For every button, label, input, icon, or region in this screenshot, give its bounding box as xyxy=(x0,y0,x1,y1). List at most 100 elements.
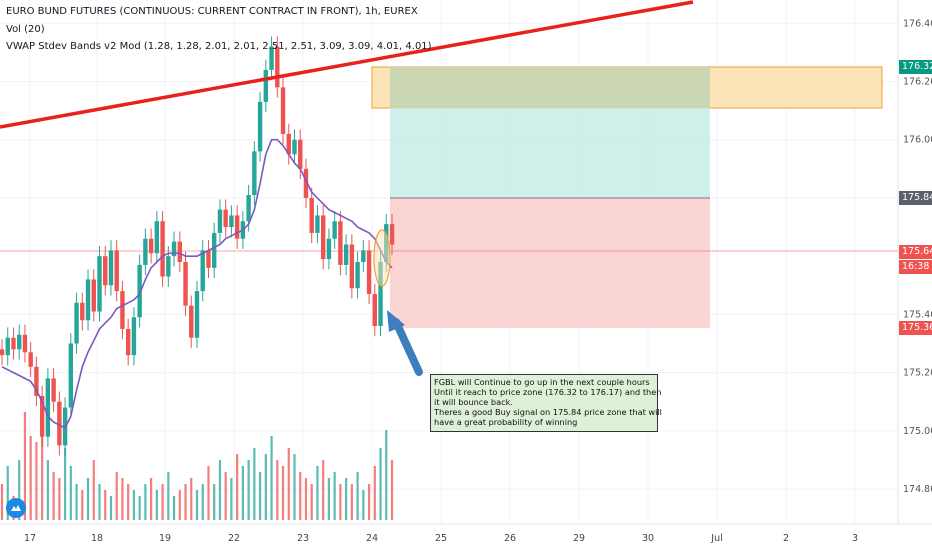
volume-bar xyxy=(29,436,32,520)
candle-body xyxy=(246,195,251,222)
volume-bar xyxy=(46,460,49,520)
volume-bar xyxy=(138,496,141,520)
candle-body xyxy=(91,279,96,312)
volume-bar xyxy=(98,484,101,520)
candle-body xyxy=(74,302,79,344)
candle-body xyxy=(160,221,165,277)
price-tick-label: 175.20 xyxy=(903,368,932,379)
tradingview-logo-icon[interactable] xyxy=(6,498,26,518)
volume-bar xyxy=(6,466,9,520)
date-tick-label: 2 xyxy=(783,533,789,544)
candle-body xyxy=(80,302,85,321)
date-tick-label: 17 xyxy=(24,533,36,544)
pointer-arrow[interactable] xyxy=(387,310,423,376)
volume-bar xyxy=(69,466,72,520)
highlight-ellipse[interactable] xyxy=(373,229,391,287)
candle-body xyxy=(200,250,205,292)
volume-bar xyxy=(213,484,216,520)
candle-body xyxy=(137,264,142,318)
indicator-legend[interactable]: VWAP Stdev Bands v2 Mod (1.28, 1.28, 2.0… xyxy=(6,41,432,52)
candle-body xyxy=(11,337,16,350)
volume-bar xyxy=(184,484,187,520)
volume-bar xyxy=(345,478,348,520)
price-tick-label: 175.00 xyxy=(903,426,932,437)
volume-bar xyxy=(385,430,388,520)
candle-body xyxy=(68,343,74,408)
volume-bar xyxy=(390,460,394,520)
price-tick-label: 175.40 xyxy=(903,309,932,320)
volume-bar xyxy=(161,484,164,520)
candle-body xyxy=(45,378,51,437)
volume-bar xyxy=(287,448,290,520)
volume-bar xyxy=(304,478,308,520)
candle-body xyxy=(315,215,320,233)
note-line: have a great probability of winning xyxy=(434,417,578,427)
volume-legend[interactable]: Vol (20) xyxy=(6,24,45,35)
candle-body xyxy=(257,101,263,152)
volume-bar xyxy=(207,466,210,520)
candle-body xyxy=(286,133,291,155)
date-tick-label: 30 xyxy=(642,533,654,544)
volume-bar xyxy=(339,484,342,520)
volume-bar xyxy=(373,466,376,520)
date-tick-label: 29 xyxy=(573,533,585,544)
price-tag-target: 176.32 xyxy=(899,60,932,74)
price-tick-label: 176.20 xyxy=(903,77,932,88)
candle-body xyxy=(183,262,188,306)
chart-title: EURO BUND FUTURES (CONTINUOUS: CURRENT C… xyxy=(6,6,418,17)
volume-bar xyxy=(18,460,21,520)
date-tick-label: 23 xyxy=(297,533,309,544)
candle-body xyxy=(212,232,217,268)
volume-bar xyxy=(167,472,170,520)
volume-bar xyxy=(264,454,267,520)
candle-body xyxy=(22,334,28,353)
date-tick-label: 24 xyxy=(366,533,378,544)
candle-body xyxy=(361,250,366,262)
volume-bar xyxy=(247,460,250,520)
candle-body xyxy=(275,46,280,88)
date-tick-label: 22 xyxy=(228,533,240,544)
price-tag-current: 175.64 xyxy=(899,245,932,259)
volume-bar xyxy=(132,490,136,520)
candle-body xyxy=(131,317,137,356)
note-line: Theres a good Buy signal on 175.84 price… xyxy=(434,407,662,417)
price-tag-entry: 175.84 xyxy=(899,191,932,205)
candle-body xyxy=(309,197,314,233)
vwap-line xyxy=(1,138,393,429)
volume-bar xyxy=(299,472,302,520)
note-line: it will bounce back. xyxy=(434,397,513,407)
candle-body xyxy=(51,378,56,402)
candle-body xyxy=(114,250,119,292)
volume-bar xyxy=(35,442,38,520)
time-axis[interactable]: 17 18 19 22 23 24 25 26 29 30 Jul 2 3 xyxy=(24,533,858,544)
loss-zone[interactable] xyxy=(390,198,710,328)
candle-body xyxy=(206,250,211,268)
volume-bar xyxy=(23,412,27,520)
annotation-note[interactable]: FGBL will Continue to go up in the next … xyxy=(430,374,662,432)
trendline[interactable] xyxy=(0,0,694,129)
date-tick-label: 19 xyxy=(159,533,171,544)
price-tick-label: 174.80 xyxy=(903,484,932,495)
candle-body xyxy=(229,215,234,228)
price-tick-label: 176.40 xyxy=(903,18,932,29)
volume-bar xyxy=(190,478,193,520)
volume-bar xyxy=(236,454,239,520)
candle-body xyxy=(298,139,303,169)
volume-bar xyxy=(86,478,90,520)
date-tick-label: 3 xyxy=(852,533,858,544)
volume-bar xyxy=(379,448,382,520)
volume-bar xyxy=(104,490,107,520)
candlesticks xyxy=(0,36,395,456)
price-tick-label: 176.00 xyxy=(903,135,932,146)
volume-bar xyxy=(362,490,365,520)
volume-bar xyxy=(230,478,233,520)
candle-body xyxy=(154,221,160,254)
volume-bar xyxy=(350,484,353,520)
candle-body xyxy=(166,256,171,277)
volume-bar xyxy=(0,484,4,520)
volume-bar xyxy=(327,478,331,520)
volume-bar xyxy=(75,484,78,520)
candle-body xyxy=(332,221,337,239)
candle-body xyxy=(5,337,10,356)
